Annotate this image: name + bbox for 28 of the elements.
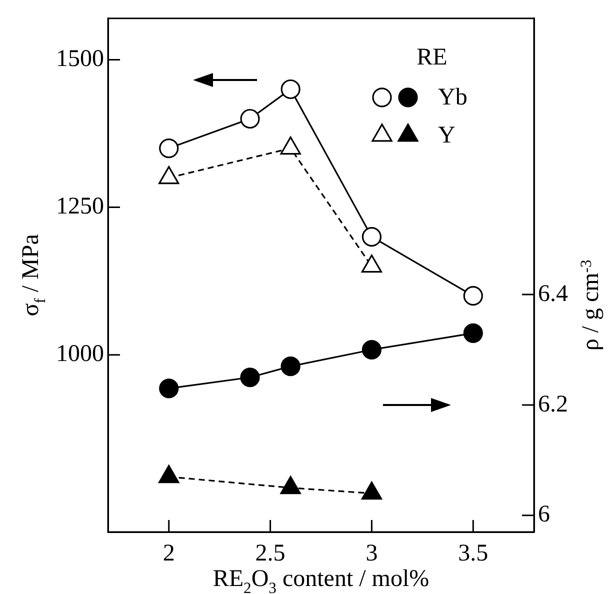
x-tick-label: 3 — [366, 540, 378, 567]
x-tick-label: 2.5 — [255, 540, 286, 567]
point — [362, 227, 382, 247]
y-tick-label: 1250 — [56, 194, 104, 220]
point — [240, 368, 260, 388]
x-tick-label: 3.5 — [458, 540, 488, 567]
y2-axis-title: ρ / g cm-3 — [578, 260, 604, 351]
legend-label: Y — [438, 122, 456, 149]
y-axis-title: σf / MPa — [18, 234, 50, 316]
point — [362, 340, 382, 360]
legend-title: RE — [416, 44, 448, 70]
x-tick-label: 2 — [162, 540, 175, 567]
point — [280, 476, 301, 494]
point — [159, 378, 179, 398]
y2-tick-label: 6.2 — [538, 391, 568, 418]
point — [280, 79, 300, 100]
y-tick-label: 1000 — [56, 341, 104, 368]
y2-tick-label: 6.4 — [538, 280, 568, 307]
point — [463, 323, 483, 343]
point — [280, 356, 300, 376]
point — [361, 482, 382, 500]
point — [158, 464, 180, 484]
y2-tick-label: 6 — [538, 502, 550, 528]
point — [159, 138, 179, 158]
point — [463, 286, 483, 306]
legend-label: Yb — [438, 84, 468, 111]
point — [240, 108, 260, 129]
y-tick-label: 1500 — [56, 46, 104, 72]
